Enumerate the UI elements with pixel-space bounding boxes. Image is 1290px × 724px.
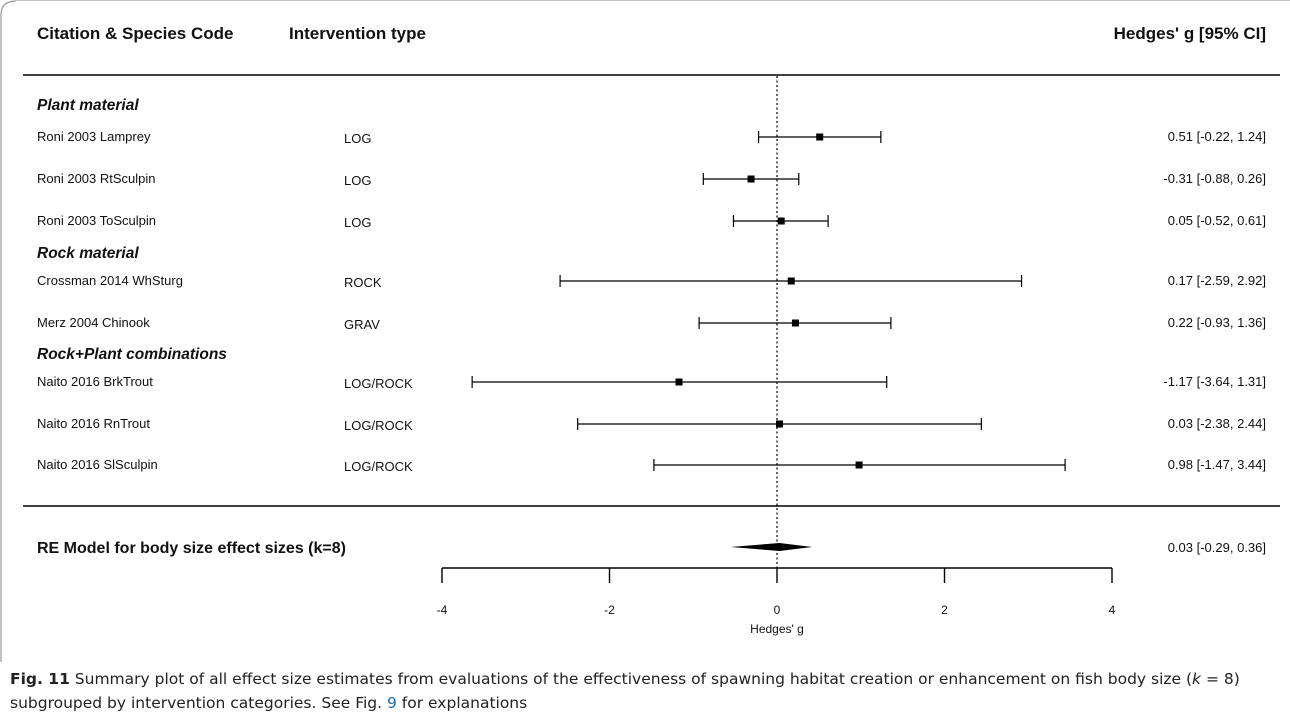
intervention-label: LOG: [344, 173, 371, 188]
study-label: Crossman 2014 WhSturg: [37, 273, 183, 288]
effect-text: 0.98 [-1.47, 3.44]: [1168, 457, 1266, 472]
summary-label: RE Model for body size effect sizes (k=8…: [37, 540, 346, 557]
caption-text-1: Summary plot of all effect size estimate…: [69, 670, 1193, 688]
group-label: Rock+Plant combinations: [37, 346, 227, 363]
point-estimate: [791, 319, 799, 327]
intervention-label: LOG/ROCK: [344, 376, 413, 391]
study-label: Roni 2003 Lamprey: [37, 129, 151, 144]
study-row: Naito 2016 SlSculpin LOG/ROCK 0.98 [-1.47,…: [37, 457, 1266, 474]
study-row: Roni 2003 RtSculpin LOG -0.31 [-0.88, 0.26…: [37, 171, 1266, 188]
header-effect: Hedges' g [95% CI]: [1114, 24, 1266, 43]
summary-diamond: [730, 543, 813, 551]
header-intervention: Intervention type: [289, 24, 426, 43]
point-estimate: [675, 378, 683, 386]
x-tick-label: -4: [437, 603, 448, 617]
study-label: Roni 2003 RtSculpin: [37, 171, 156, 186]
forest-plot: Citation & Species Code Intervention typ…: [0, 0, 1290, 662]
group-label: Plant material: [37, 97, 139, 114]
group-label: Rock material: [37, 245, 139, 262]
x-tick-label: 4: [1109, 603, 1116, 617]
effect-text: -0.31 [-0.88, 0.26]: [1163, 171, 1266, 186]
study-row: Roni 2003 ToSculpin LOG 0.05 [-0.52, 0.61]: [37, 213, 1266, 230]
study-row: Naito 2016 RnTrout LOG/ROCK 0.03 [-2.38, 2…: [37, 416, 1266, 433]
study-rows: Roni 2003 Lamprey LOG 0.51 [-0.22, 1.24]Ro…: [37, 129, 1266, 474]
effect-text: 0.51 [-0.22, 1.24]: [1168, 129, 1266, 144]
caption-text-2: = 8) subgrouped by intervention categori…: [10, 670, 1240, 712]
x-tick-label: 2: [941, 603, 948, 617]
caption-figure-label: Fig. 11: [10, 670, 70, 688]
point-estimate: [787, 277, 795, 285]
study-label: Merz 2004 Chinook: [37, 315, 150, 330]
x-tick-label: 0: [774, 603, 781, 617]
effect-text: 0.17 [-2.59, 2.92]: [1168, 273, 1266, 288]
point-estimate: [747, 175, 755, 183]
study-label: Naito 2016 RnTrout: [37, 416, 150, 431]
caption-k: k: [1192, 670, 1202, 688]
effect-text: 0.05 [-0.52, 0.61]: [1168, 213, 1266, 228]
caption-text-3: for explanations: [396, 694, 528, 712]
effect-text: 0.22 [-0.93, 1.36]: [1168, 315, 1266, 330]
study-row: Crossman 2014 WhSturg ROCK 0.17 [-2.59, 2.…: [37, 273, 1266, 290]
study-row: Merz 2004 Chinook GRAV 0.22 [-0.93, 1.36]: [37, 315, 1266, 332]
point-estimate: [855, 461, 863, 469]
x-axis-label: Hedges' g: [750, 622, 804, 636]
group-labels: Plant material Rock material Rock+Plant co…: [37, 97, 227, 363]
point-estimate: [776, 420, 784, 428]
figure-frame: [0, 0, 1290, 662]
figure-frame-corner: [0, 0, 17, 16]
effect-text: 0.03 [-2.38, 2.44]: [1168, 416, 1266, 431]
intervention-label: GRAV: [344, 317, 380, 332]
point-estimate: [816, 133, 824, 141]
figure-caption: Fig. 11 Summary plot of all effect size …: [10, 667, 1280, 715]
x-tick-label: -2: [604, 603, 615, 617]
study-label: Naito 2016 BrkTrout: [37, 374, 153, 389]
effect-text: -1.17 [-3.64, 1.31]: [1163, 374, 1266, 389]
header-citation: Citation & Species Code: [37, 24, 233, 43]
intervention-label: LOG/ROCK: [344, 459, 413, 474]
intervention-label: LOG: [344, 215, 371, 230]
intervention-label: ROCK: [344, 275, 382, 290]
point-estimate: [777, 217, 785, 225]
study-row: Roni 2003 Lamprey LOG 0.51 [-0.22, 1.24]: [37, 129, 1266, 146]
x-axis: -4 -2 0 2 4: [437, 567, 1116, 617]
study-row: Naito 2016 BrkTrout LOG/ROCK -1.17 [-3.64,…: [37, 374, 1266, 391]
study-label: Naito 2016 SlSculpin: [37, 457, 158, 472]
intervention-label: LOG: [344, 131, 371, 146]
intervention-label: LOG/ROCK: [344, 418, 413, 433]
summary-effect-text: 0.03 [-0.29, 0.36]: [1168, 540, 1266, 555]
study-label: Roni 2003 ToSculpin: [37, 213, 156, 228]
caption-figure-reference[interactable]: 9: [387, 694, 397, 712]
